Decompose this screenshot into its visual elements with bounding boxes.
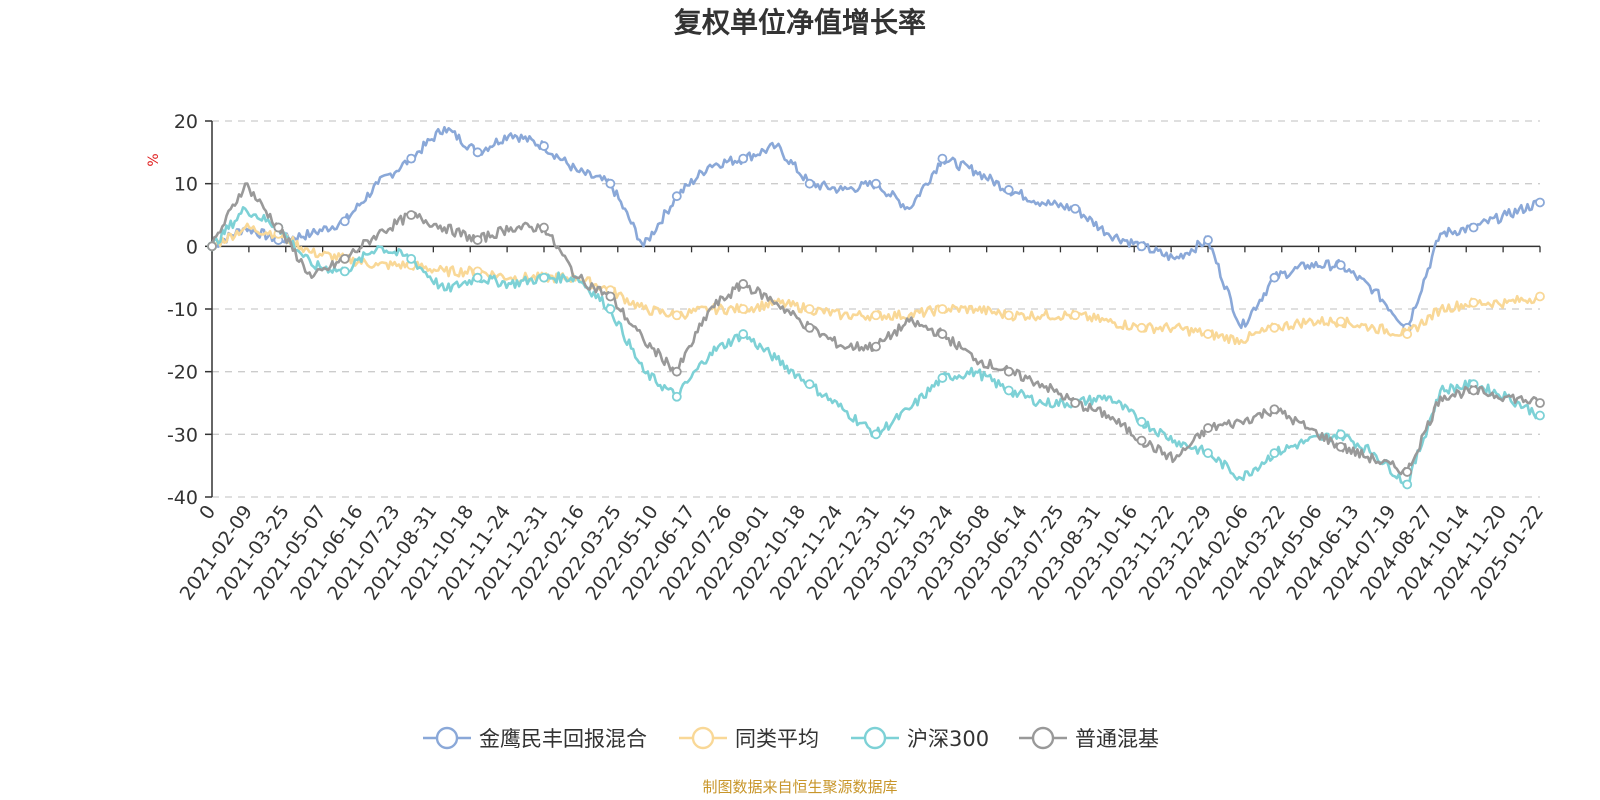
series-point-3 (1535, 398, 1545, 408)
series-point-3 (1070, 398, 1081, 408)
chart-title: 复权单位净值增长率 (674, 6, 926, 39)
series-point-0 (1468, 222, 1479, 233)
series-point-0 (871, 178, 881, 189)
y-tick-labels: 20 10 0 -10 -20 -30 -40 (167, 111, 212, 509)
series-point-2 (1402, 479, 1413, 490)
series-point-2 (1335, 429, 1346, 440)
series-point-3 (605, 291, 616, 302)
series-point-2 (871, 429, 881, 440)
series-point-3 (1402, 467, 1413, 477)
series-point-3 (804, 322, 815, 333)
legend-item[interactable]: 沪深300 (851, 726, 989, 751)
series-point-3 (207, 241, 217, 252)
series-point-2 (406, 253, 417, 264)
series-point-3 (273, 222, 284, 233)
series-point-1 (671, 310, 682, 321)
series-point-1 (1003, 310, 1014, 321)
series-point-1 (804, 304, 815, 314)
series-point-0 (1136, 241, 1147, 252)
legend-item[interactable]: 同类平均 (679, 726, 819, 751)
series-point-0 (605, 178, 616, 189)
series-point-2 (1269, 448, 1280, 459)
series-point-2 (1203, 448, 1213, 459)
series-point-0 (1003, 185, 1014, 195)
series-point-1 (1136, 322, 1147, 333)
series-point-0 (539, 141, 549, 151)
series-point-1 (1468, 297, 1479, 308)
series-point-2 (605, 304, 616, 314)
series-point-0 (937, 153, 948, 164)
legend[interactable]: 金鹰民丰回报混合 同类平均 沪深300 普通混基 (423, 726, 1159, 751)
series-point-2 (738, 329, 749, 339)
legend-label: 同类平均 (735, 727, 819, 751)
legend-marker (435, 726, 459, 750)
series-point-3 (1003, 366, 1014, 377)
series-point-1 (1203, 329, 1213, 339)
series-point-3 (937, 329, 948, 339)
series-point-2 (1003, 385, 1014, 396)
y-tick-label: -30 (167, 424, 198, 446)
legend-item[interactable]: 普通混基 (1019, 726, 1159, 751)
y-tick-label: -40 (167, 487, 198, 509)
y-axis-unit-label: % (146, 153, 162, 166)
series-point-3 (339, 253, 350, 264)
series-point-0 (406, 153, 417, 164)
legend-marker (1031, 726, 1055, 750)
series-point-3 (738, 279, 749, 289)
source-note: 制图数据来自恒生聚源数据库 (702, 778, 897, 796)
legend-marker (863, 726, 887, 750)
legend-item[interactable]: 金鹰民丰回报混合 (423, 726, 647, 751)
series-point-3 (1269, 404, 1280, 415)
y-tick-label: 20 (174, 111, 198, 133)
series-point-0 (1269, 272, 1280, 283)
series-point-1 (937, 304, 948, 314)
series-point-0 (804, 178, 815, 189)
series-point-2 (937, 373, 948, 383)
series-point-1 (738, 304, 749, 314)
series-point-2 (339, 266, 350, 277)
series-point-1 (1535, 291, 1545, 302)
series-point-0 (1535, 197, 1545, 208)
series-point-3 (1203, 423, 1213, 433)
series-point-3 (671, 366, 682, 377)
y-tick-label: 0 (186, 236, 198, 258)
series-point-1 (1269, 322, 1280, 333)
series-point-2 (671, 391, 682, 402)
series-lines (207, 126, 1545, 490)
series-point-2 (1535, 410, 1545, 421)
legend-label: 普通混基 (1075, 727, 1159, 751)
y-tick-label: -20 (167, 362, 198, 384)
series-point-2 (539, 272, 549, 283)
series-point-1 (1070, 310, 1081, 321)
series-point-1 (1335, 316, 1346, 327)
x-tick-labels: 02021-02-092021-03-252021-05-072021-06-1… (176, 501, 1548, 604)
series-point-1 (871, 310, 881, 321)
series-point-1 (1402, 329, 1413, 339)
series-point-0 (339, 216, 350, 227)
series-point-0 (472, 147, 483, 158)
legend-marker (691, 726, 715, 750)
legend-label: 金鹰民丰回报混合 (479, 727, 647, 751)
x-tick-label: 0 (195, 501, 220, 524)
series-point-3 (1468, 385, 1479, 396)
series-point-0 (1070, 203, 1081, 214)
legend-label: 沪深300 (907, 727, 989, 751)
series-point-2 (804, 379, 815, 390)
series-point-2 (472, 272, 483, 283)
series-point-2 (1136, 416, 1147, 427)
series-point-0 (1335, 260, 1346, 271)
series-point-0 (671, 191, 682, 202)
grid-lines (212, 120, 1540, 498)
series-point-3 (472, 235, 483, 245)
series-point-3 (539, 222, 549, 233)
series-point-3 (406, 210, 417, 220)
series-point-0 (1203, 235, 1213, 245)
y-tick-label: -10 (167, 299, 198, 321)
series-point-3 (1136, 435, 1147, 446)
series-point-3 (871, 341, 881, 352)
y-tick-label: 10 (174, 174, 198, 196)
series-point-3 (1335, 441, 1346, 452)
series-point-0 (738, 153, 749, 164)
